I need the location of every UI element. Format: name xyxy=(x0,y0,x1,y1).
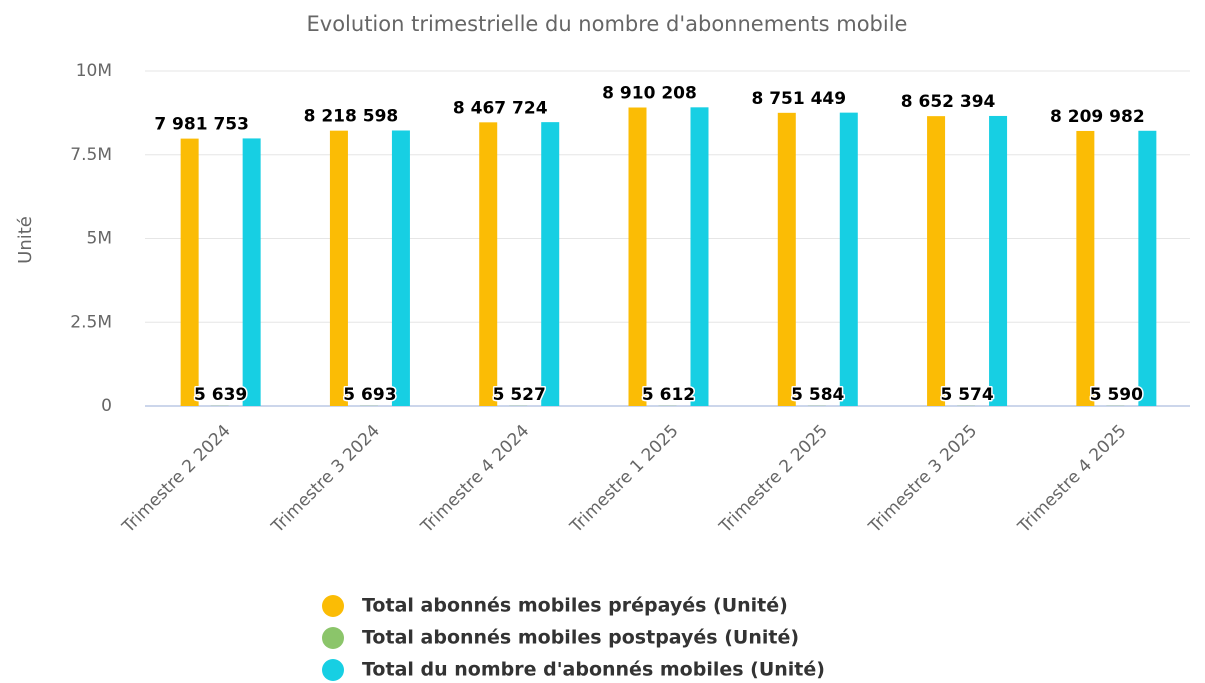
data-label: 8 910 208 xyxy=(602,84,697,104)
y-tick-label: 7.5M xyxy=(70,145,112,165)
bar xyxy=(1076,130,1095,406)
y-tick-label: 0 xyxy=(101,396,112,416)
data-label: 5 574 xyxy=(940,385,993,405)
x-tick-label: Trimestre 4 2025 xyxy=(1014,421,1131,538)
x-tick-label: Trimestre 2 2024 xyxy=(118,421,235,538)
bar xyxy=(777,112,796,406)
data-label: 5 590 xyxy=(1090,385,1143,405)
y-tick-label: 5M xyxy=(87,229,112,249)
y-tick-label: 10M xyxy=(76,61,112,81)
data-label: 7 981 753 xyxy=(154,115,249,135)
bar xyxy=(180,138,199,406)
bar xyxy=(989,115,1008,406)
data-label: 5 639 xyxy=(194,385,247,405)
data-label: 8 218 598 xyxy=(304,107,399,127)
y-tick-label: 2.5M xyxy=(70,312,112,332)
data-label: 5 612 xyxy=(642,385,695,405)
bar xyxy=(839,112,858,406)
data-label: 5 527 xyxy=(493,385,546,405)
legend-label: Total du nombre d'abonnés mobiles (Unité… xyxy=(362,659,825,681)
x-tick-label: Trimestre 3 2024 xyxy=(267,421,384,538)
chart-title: Evolution trimestrielle du nombre d'abon… xyxy=(307,12,908,36)
data-label: 8 209 982 xyxy=(1050,107,1145,127)
data-label: 5 693 xyxy=(343,385,396,405)
x-tick-label: Trimestre 3 2025 xyxy=(864,421,981,538)
data-label: 8 467 724 xyxy=(453,98,548,118)
legend-marker xyxy=(322,659,344,681)
bar xyxy=(690,107,709,406)
legend-label: Total abonnés mobiles postpayés (Unité) xyxy=(362,627,799,649)
bar xyxy=(479,122,498,407)
data-label: 5 584 xyxy=(791,385,844,405)
data-label: 8 751 449 xyxy=(751,89,846,109)
bar xyxy=(628,107,647,407)
bar xyxy=(927,116,946,406)
bar xyxy=(391,130,410,406)
bar xyxy=(329,130,348,406)
x-tick-label: Trimestre 2 2025 xyxy=(715,421,832,538)
legend-label: Total abonnés mobiles prépayés (Unité) xyxy=(362,595,788,617)
bar xyxy=(541,122,560,406)
legend-marker xyxy=(322,595,344,617)
bar xyxy=(1138,130,1157,407)
bar xyxy=(242,138,261,406)
y-axis-label: Unité xyxy=(15,216,36,264)
data-label: 8 652 394 xyxy=(901,92,996,112)
legend-marker xyxy=(322,627,344,649)
x-tick-label: Trimestre 4 2024 xyxy=(417,421,534,538)
x-tick-label: Trimestre 1 2025 xyxy=(566,421,683,538)
